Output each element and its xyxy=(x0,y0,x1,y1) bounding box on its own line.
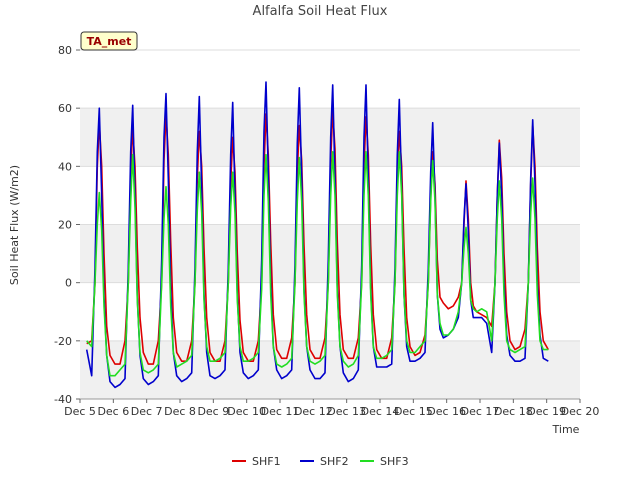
plot-band xyxy=(80,282,580,341)
y-tick-label: 20 xyxy=(58,219,72,232)
x-tick-label: Dec 5 xyxy=(64,405,96,418)
x-tick-label: Dec 14 xyxy=(361,405,400,418)
site-badge-label: TA_met xyxy=(87,35,132,48)
legend-label: SHF3 xyxy=(380,455,409,468)
site-badge: TA_met xyxy=(80,31,138,51)
x-tick-label: Dec 8 xyxy=(164,405,196,418)
y-tick-label: 0 xyxy=(65,277,72,290)
x-tick-label: Dec 11 xyxy=(261,405,300,418)
x-tick-label: Dec 12 xyxy=(294,405,333,418)
series-line-shf3 xyxy=(86,151,549,377)
legend-item-shf2: SHF2 xyxy=(300,455,349,468)
legend-label: SHF2 xyxy=(320,455,349,468)
x-tick-label: Dec 19 xyxy=(527,405,566,418)
chart-title: Alfalfa Soil Heat Flux xyxy=(253,4,388,19)
x-tick-label: Dec 7 xyxy=(131,405,163,418)
y-tick-label: 80 xyxy=(58,44,72,57)
legend-item-shf1: SHF1 xyxy=(232,455,281,468)
x-tick-label: Dec 15 xyxy=(394,405,433,418)
site-badge-box xyxy=(80,31,138,51)
y-tick-label: 40 xyxy=(58,160,72,173)
x-tick-label: Dec 18 xyxy=(494,405,533,418)
y-axis-label: Soil Heat Flux (W/m2) xyxy=(8,165,21,285)
y-tick-label: -20 xyxy=(54,335,72,348)
plot-band xyxy=(80,50,580,109)
x-tick-label: Dec 17 xyxy=(461,405,500,418)
legend: SHF1 SHF2 SHF3 xyxy=(232,455,409,468)
y-axis-ticks: -40 -20 0 20 40 60 80 xyxy=(54,44,80,406)
x-tick-label: Dec 10 xyxy=(227,405,266,418)
series-lines xyxy=(85,81,549,389)
x-tick-label: Dec 9 xyxy=(197,405,229,418)
y-tick-label: 60 xyxy=(58,102,72,115)
x-tick-label: Dec 20 xyxy=(561,405,600,418)
x-axis-label: Time xyxy=(552,423,580,436)
plot-band xyxy=(80,340,580,399)
y-tick-label: -40 xyxy=(54,393,72,406)
x-tick-label: Dec 16 xyxy=(427,405,466,418)
legend-item-shf3: SHF3 xyxy=(360,455,409,468)
x-tick-label: Dec 6 xyxy=(97,405,129,418)
legend-label: SHF1 xyxy=(252,455,281,468)
x-tick-label: Dec 13 xyxy=(327,405,366,418)
